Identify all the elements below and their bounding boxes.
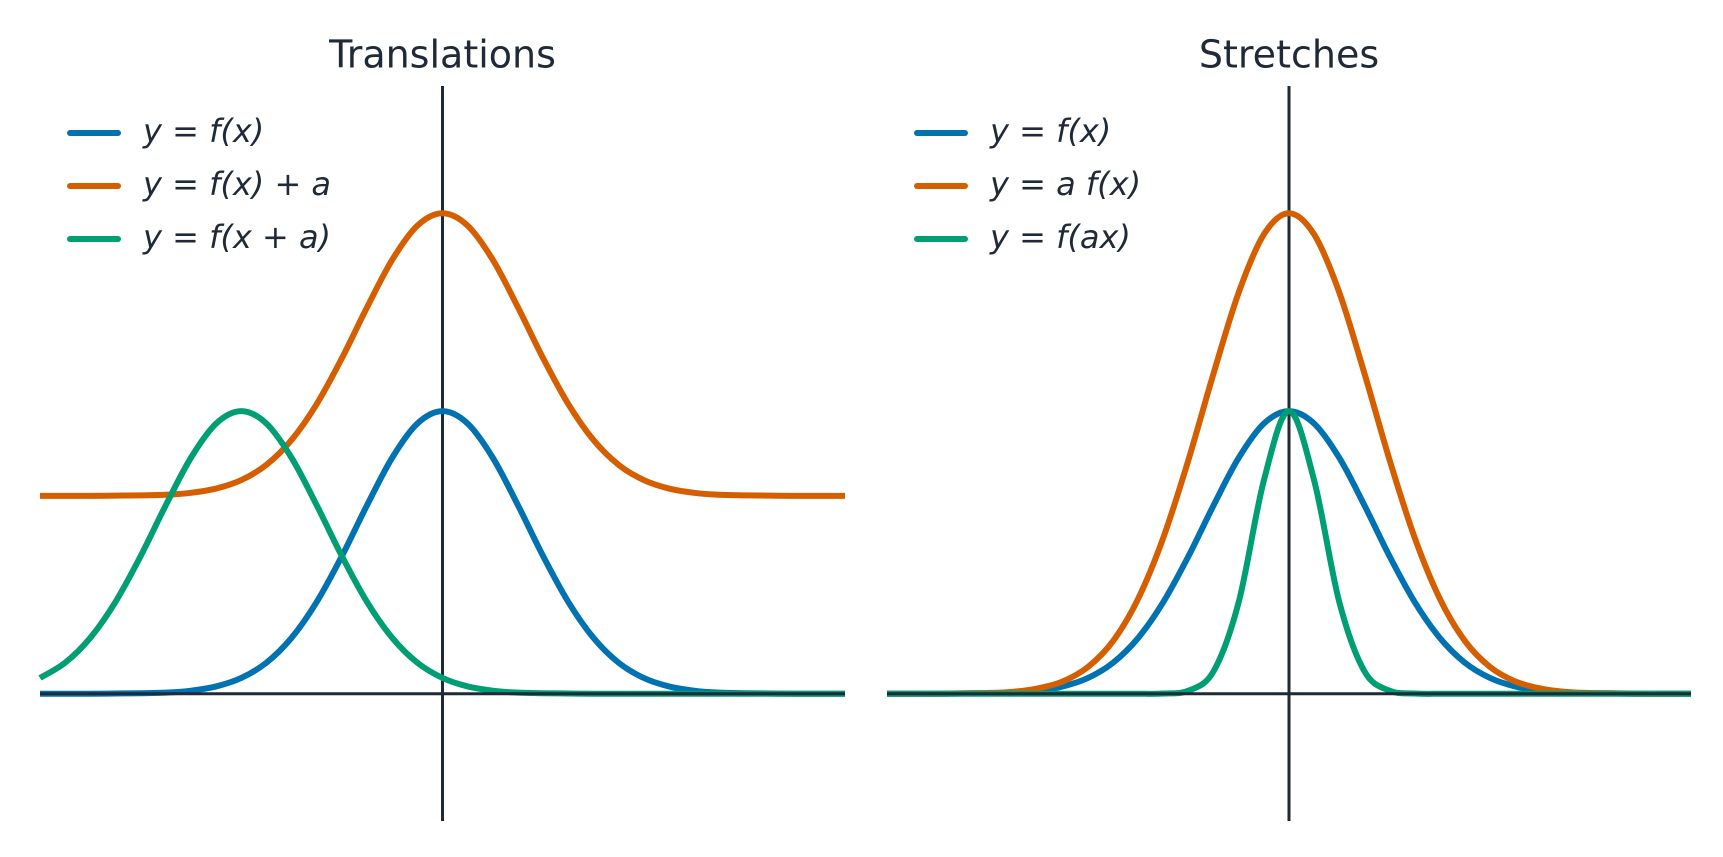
legend-label: y = f(x) + a bbox=[142, 165, 331, 203]
legend-label: y = f(ax) bbox=[989, 218, 1131, 256]
chart-title: Stretches bbox=[1199, 33, 1379, 77]
legend-label: y = f(x) bbox=[989, 112, 1111, 150]
legend-label: y = f(x) bbox=[142, 112, 264, 150]
legend-label: y = a f(x) bbox=[989, 165, 1141, 203]
legend-label: y = f(x + a) bbox=[142, 218, 331, 256]
chart-title: Translations bbox=[328, 33, 556, 77]
series-line bbox=[887, 210, 1691, 697]
